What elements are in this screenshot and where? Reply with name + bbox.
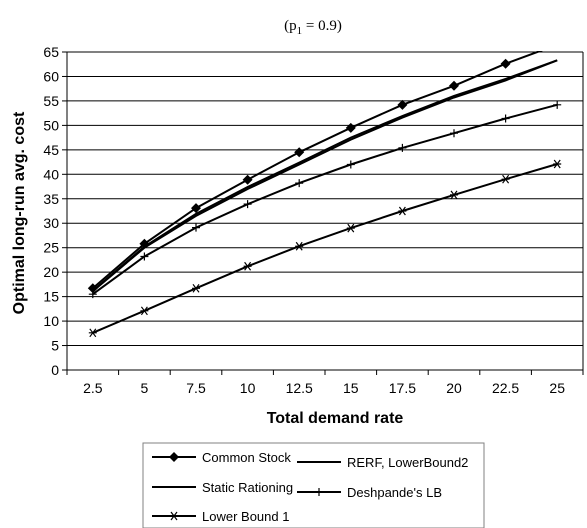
series-layer [87,40,562,338]
series-2 [92,59,558,292]
series-line [92,163,558,334]
chart-subtitle: (p1 = 0.9) [284,18,342,37]
y-tick-label: 35 [43,191,59,207]
x-tick-label: 5 [141,380,149,396]
y-tick-label: 50 [43,117,59,133]
legend-entry-1: RERF, LowerBound2 [297,455,468,470]
x-tick-label: 17.5 [389,380,416,396]
y-tick-label: 15 [43,289,59,305]
data-point [242,174,253,185]
data-point [501,174,510,184]
data-point [295,241,304,251]
series-line [92,59,558,292]
data-point [552,40,562,50]
legend-label: RERF, LowerBound2 [347,455,468,470]
x-tick-label: 15 [343,380,359,396]
gridlines [67,51,584,370]
data-point [192,223,200,232]
legend: Common Stock RERF, LowerBound2 Static Rati… [152,450,468,524]
legend-label: Common Stock [202,450,291,465]
y-tick-label: 40 [43,166,59,182]
y-tick-label: 45 [43,142,59,158]
y-axis-title: Optimal long-run avg. cost [11,111,28,314]
data-point [87,283,98,294]
data-point [140,306,149,316]
y-tick-label: 60 [43,68,59,84]
data-point [88,290,97,299]
data-point [191,203,201,214]
data-point [501,114,510,123]
x-axis: 2.5 5 7.5 10 12.5 15 17.5 20 22.5 25 [66,369,584,396]
series-1 [92,59,558,292]
data-point [294,147,305,158]
data-point [243,200,252,209]
legend-label: Lower Bound 1 [202,509,289,524]
y-tick-label: 25 [43,240,59,256]
data-point [192,283,200,293]
data-point [398,143,407,152]
data-point [553,100,562,109]
legend-entry-2: Static Rationing [152,480,293,495]
series-line [92,103,558,296]
y-tick-label: 55 [43,93,59,109]
legend-entry-0: Common Stock [152,450,291,465]
x-axis-title: Total demand rate [267,410,404,427]
data-point [346,223,355,233]
y-tick-label: 10 [43,313,59,329]
data-point [449,80,459,91]
x-tick-label: 12.5 [286,380,313,396]
x-tick-label: 22.5 [492,380,519,396]
data-point [553,159,562,169]
data-point [170,511,178,521]
series-3 [88,100,562,299]
data-point [500,58,511,69]
y-tick-label: 65 [43,44,59,60]
data-point [346,160,355,169]
x-tick-label: 7.5 [186,380,206,396]
data-point [243,261,252,271]
y-axis: 0 5 10 15 20 25 30 35 40 45 50 55 60 65 [43,44,68,378]
y-tick-label: 5 [51,338,59,354]
series-0 [87,40,562,294]
data-point [398,206,407,216]
x-tick-label: 20 [446,380,462,396]
series-line [92,51,543,290]
data-point [140,252,149,261]
y-tick-label: 30 [43,215,59,231]
y-tick-label: 20 [43,264,59,280]
series-4 [88,159,562,338]
x-tick-label: 25 [549,380,565,396]
legend-entry-3: Deshpande's LB [297,485,442,500]
series-line [92,59,558,292]
data-point [450,190,458,200]
data-point [88,328,97,338]
x-tick-label: 10 [240,380,256,396]
data-point [450,129,458,138]
data-point [169,452,179,462]
data-point [295,179,304,188]
data-point [315,488,323,496]
legend-label: Static Rationing [202,480,293,495]
data-point [345,122,356,133]
data-point [397,99,408,110]
y-tick-label: 0 [51,362,59,378]
x-tick-label: 2.5 [83,380,103,396]
legend-entry-4: Lower Bound 1 [152,509,289,524]
legend-box [142,442,485,528]
legend-label: Deshpande's LB [347,485,442,500]
